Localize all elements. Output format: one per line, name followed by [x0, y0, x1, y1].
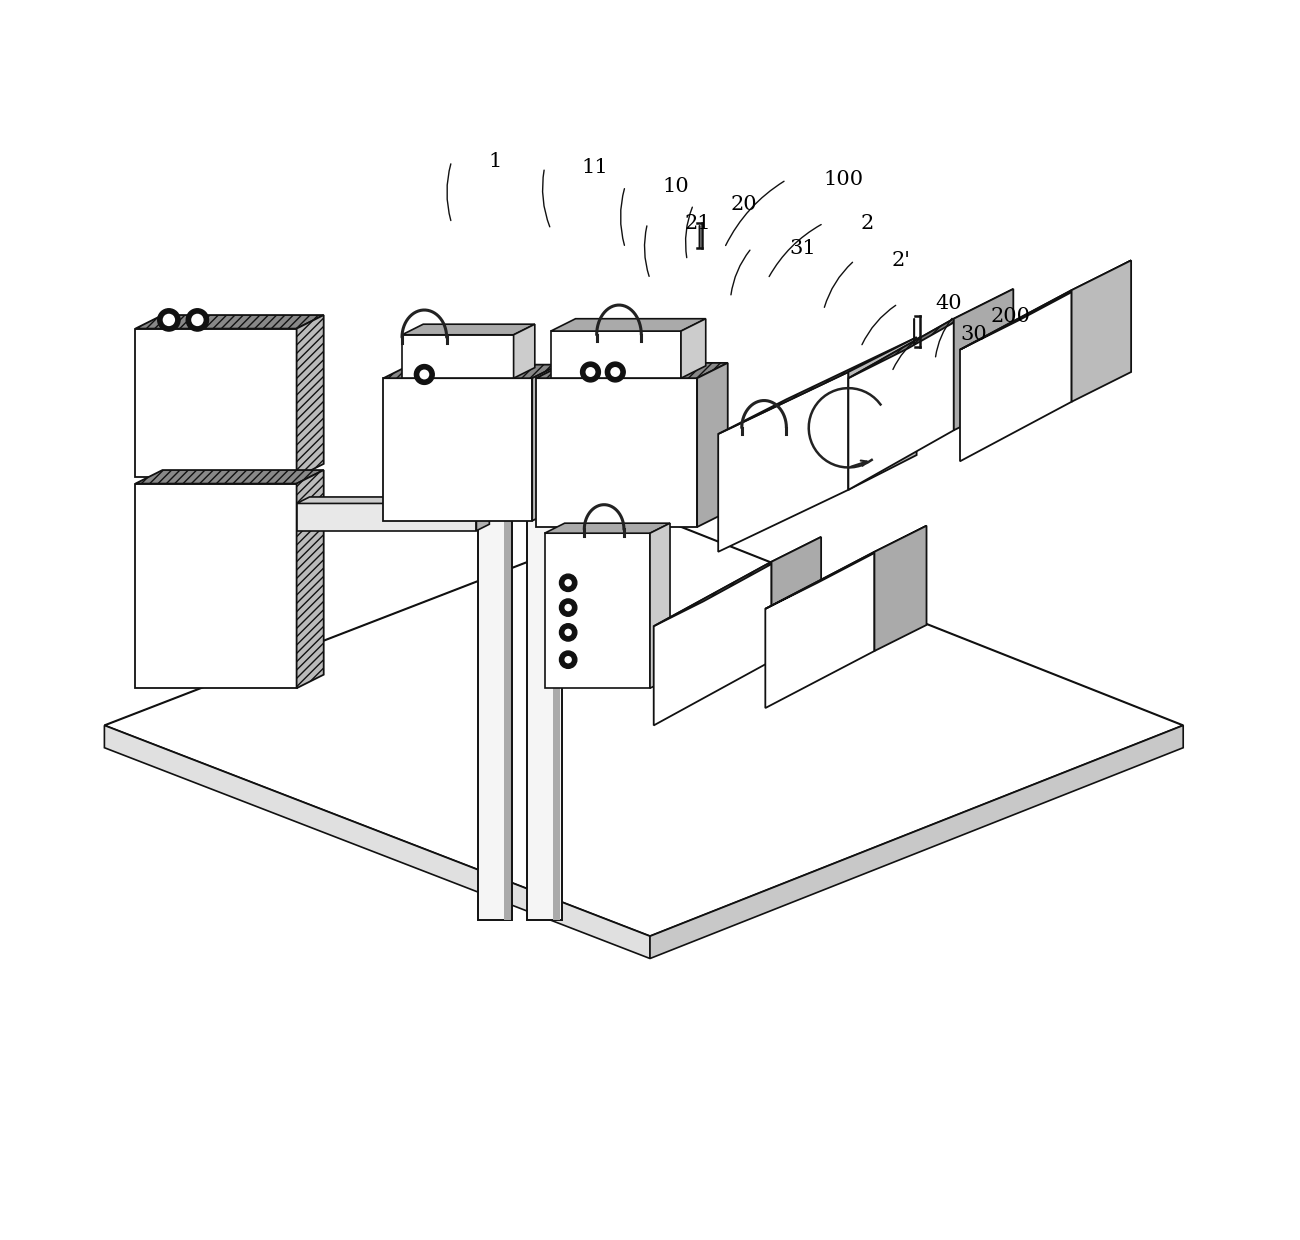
Text: 100: 100	[824, 170, 863, 190]
Circle shape	[581, 362, 601, 382]
Polygon shape	[104, 515, 1183, 936]
Circle shape	[564, 579, 572, 587]
Circle shape	[564, 656, 572, 663]
Bar	[554, 502, 560, 920]
Polygon shape	[296, 315, 324, 477]
Polygon shape	[545, 533, 650, 688]
Polygon shape	[476, 497, 489, 531]
Circle shape	[415, 365, 434, 384]
Polygon shape	[654, 562, 771, 725]
Circle shape	[157, 309, 179, 331]
Polygon shape	[849, 289, 1013, 378]
Circle shape	[564, 604, 572, 611]
Text: 1: 1	[489, 151, 502, 171]
Polygon shape	[402, 335, 514, 378]
Text: 21: 21	[685, 213, 711, 233]
Text: 200: 200	[991, 306, 1031, 326]
Polygon shape	[384, 378, 532, 521]
Text: 2: 2	[861, 213, 874, 233]
Polygon shape	[104, 725, 650, 959]
Polygon shape	[514, 324, 534, 378]
Polygon shape	[959, 290, 1071, 461]
Text: 30: 30	[959, 325, 987, 345]
Polygon shape	[718, 372, 849, 552]
Bar	[503, 502, 511, 920]
Circle shape	[559, 599, 577, 616]
Polygon shape	[296, 470, 324, 688]
Polygon shape	[959, 260, 1131, 350]
Polygon shape	[650, 523, 670, 688]
Polygon shape	[1071, 260, 1131, 402]
Polygon shape	[296, 503, 476, 531]
Polygon shape	[771, 537, 822, 661]
Circle shape	[186, 309, 208, 331]
Circle shape	[162, 314, 176, 326]
Circle shape	[420, 370, 429, 379]
Polygon shape	[135, 470, 324, 484]
Circle shape	[610, 367, 620, 377]
Polygon shape	[875, 526, 927, 651]
Polygon shape	[766, 526, 927, 609]
Polygon shape	[532, 365, 559, 521]
Bar	[477, 502, 512, 920]
Polygon shape	[135, 484, 296, 688]
Polygon shape	[296, 497, 489, 503]
Polygon shape	[849, 319, 954, 490]
Polygon shape	[551, 331, 681, 378]
Circle shape	[564, 629, 572, 636]
Polygon shape	[766, 552, 875, 708]
Polygon shape	[681, 319, 706, 378]
Polygon shape	[135, 329, 296, 477]
Circle shape	[606, 362, 625, 382]
Circle shape	[191, 314, 204, 326]
Polygon shape	[536, 378, 697, 527]
Polygon shape	[402, 324, 534, 335]
Polygon shape	[551, 319, 706, 331]
Circle shape	[559, 624, 577, 641]
Text: 11: 11	[582, 157, 608, 177]
Circle shape	[585, 367, 595, 377]
Polygon shape	[849, 337, 916, 490]
Text: 31: 31	[789, 238, 815, 258]
Polygon shape	[697, 363, 728, 527]
Polygon shape	[545, 523, 670, 533]
Circle shape	[559, 574, 577, 591]
Polygon shape	[718, 337, 916, 434]
Polygon shape	[650, 725, 1183, 959]
Text: 20: 20	[731, 195, 757, 215]
Polygon shape	[654, 537, 822, 626]
Circle shape	[559, 651, 577, 668]
Polygon shape	[954, 289, 1013, 430]
Polygon shape	[384, 365, 559, 378]
Text: 40: 40	[935, 294, 962, 314]
Text: 2': 2'	[892, 250, 911, 270]
Bar	[528, 502, 562, 920]
Text: 10: 10	[663, 176, 689, 196]
Polygon shape	[536, 363, 728, 378]
Polygon shape	[135, 315, 324, 329]
